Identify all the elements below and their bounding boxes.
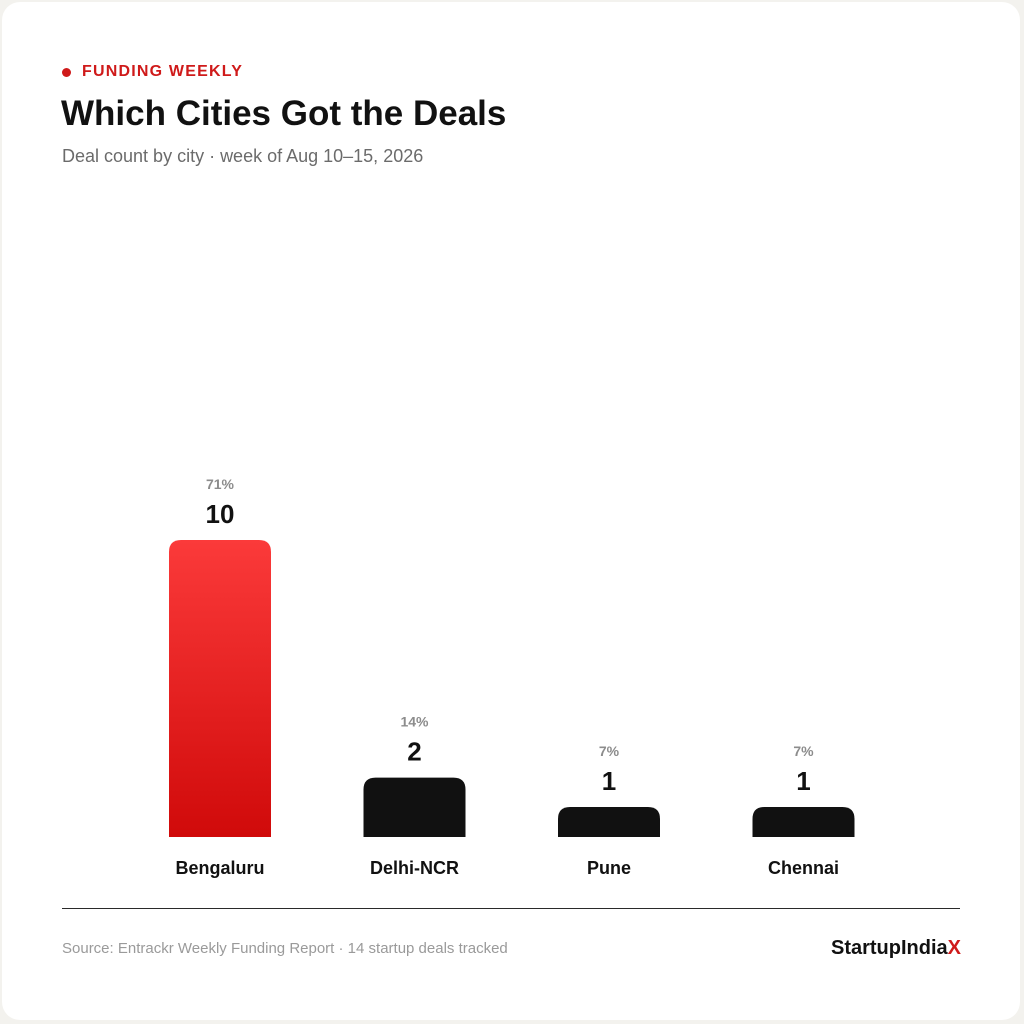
bar-chennai	[752, 807, 855, 837]
category-label: Pune	[587, 858, 631, 878]
bars-group: 10 71% Bengaluru 2 14% Delhi-NCR 1 7% Pune 1 7% Che…	[169, 476, 855, 878]
bar-bengaluru	[169, 540, 271, 837]
bar-pune	[558, 807, 660, 837]
kicker-label: FUNDING WEEKLY	[82, 63, 244, 80]
brand-name: StartupIndia	[830, 937, 948, 959]
brand-accent: X	[947, 937, 961, 959]
brand-logo: StartupIndiaX	[831, 937, 961, 960]
percent-label: 7%	[599, 743, 620, 759]
bar-chart: 10 71% Bengaluru 2 14% Delhi-NCR 1 7% Pune 1 7% Che…	[169, 476, 855, 878]
value-label: 2	[407, 737, 421, 767]
value-label: 10	[206, 499, 235, 529]
percent-label: 7%	[793, 743, 814, 759]
chart-subtitle: Deal count by city · week of Aug 10–15, …	[62, 146, 424, 166]
value-label: 1	[602, 766, 616, 796]
kicker: FUNDING WEEKLY	[62, 63, 243, 81]
category-label: Bengaluru	[175, 858, 264, 878]
bar-delhi-ncr	[363, 777, 466, 837]
percent-label: 71%	[206, 476, 235, 492]
category-label: Delhi-NCR	[370, 858, 459, 878]
value-label: 1	[796, 766, 810, 796]
category-label: Chennai	[768, 858, 839, 878]
source-note: Source: Entrackr Weekly Funding Report ·…	[62, 940, 508, 957]
percent-label: 14%	[400, 714, 429, 730]
footer-divider	[62, 908, 960, 909]
chart-title: Which Cities Got the Deals	[61, 94, 507, 133]
kicker-dot-icon	[62, 67, 71, 77]
